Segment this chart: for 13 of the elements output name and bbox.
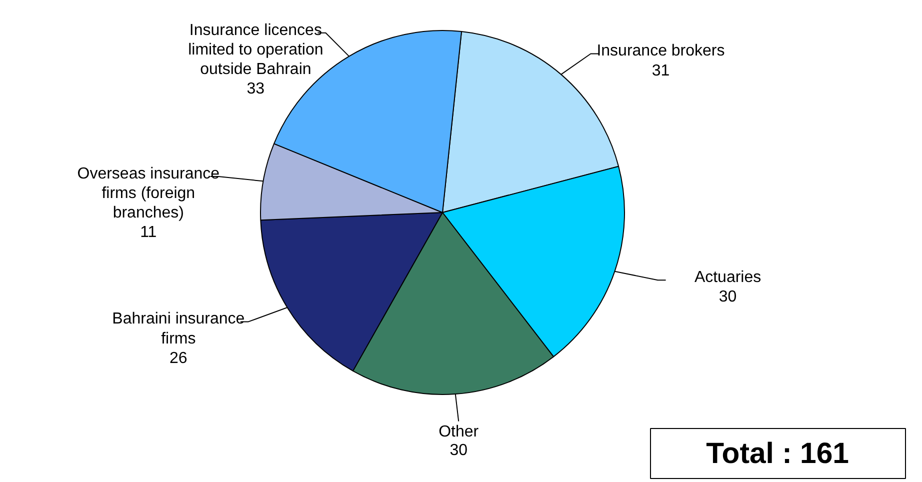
data-label: 31: [652, 62, 670, 80]
data-label: 33: [246, 80, 265, 98]
slice-label: Other: [438, 423, 480, 440]
slice-label: Insurance licences limited to operation outside Bahrain: [188, 22, 324, 78]
slice-label: Insurance brokers: [596, 42, 725, 60]
slice-label: Overseas insurance firms (foreign branches): [77, 165, 220, 222]
text: Total : 161: [706, 437, 849, 470]
data-label: 26: [170, 350, 188, 367]
data-label: 30: [718, 288, 737, 306]
legend-label: Actuaries: [694, 269, 762, 286]
data-label: 11: [140, 224, 157, 242]
data-label: 30: [450, 442, 468, 459]
slice-label: Bahraini insurance firms: [112, 310, 245, 348]
